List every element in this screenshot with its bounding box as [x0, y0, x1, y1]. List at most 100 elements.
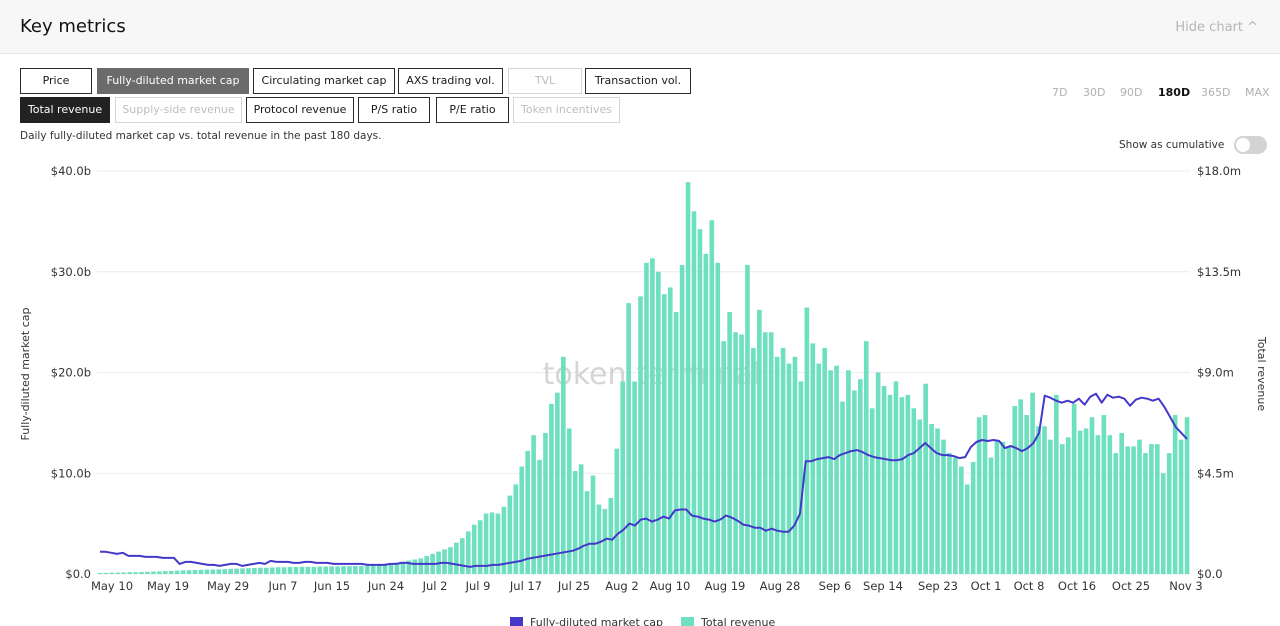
legend-label-market-cap: Fully-diluted market cap: [530, 616, 663, 626]
m1-fully-diluted-market-cap-button[interactable]: Fully-diluted market cap: [97, 68, 249, 94]
revenue-bar: [810, 343, 816, 574]
range-365d-button[interactable]: 365D: [1201, 86, 1231, 99]
m1-tvl-button[interactable]: TVL: [508, 68, 582, 94]
range-max-button[interactable]: MAX: [1245, 86, 1270, 99]
revenue-bar: [174, 570, 180, 574]
revenue-bar: [852, 390, 857, 574]
revenue-bar: [958, 466, 964, 574]
revenue-bar: [204, 569, 210, 574]
range-30d-button[interactable]: 30D: [1083, 86, 1106, 99]
revenue-bar: [673, 312, 679, 574]
revenue-bar: [650, 258, 655, 574]
revenue-bar: [275, 567, 281, 574]
revenue-bar: [412, 559, 418, 574]
chart-description: Daily fully-diluted market cap vs. total…: [20, 130, 382, 142]
revenue-bar: [644, 262, 649, 574]
cumulative-toggle[interactable]: [1234, 136, 1267, 154]
revenue-bar: [751, 347, 756, 574]
revenue-bar: [97, 572, 103, 574]
market-cap-line: [100, 392, 1188, 568]
revenue-bar: [168, 570, 174, 574]
legend-label-revenue: Total revenue: [700, 616, 775, 626]
revenue-bar: [543, 432, 548, 574]
revenue-bar: [757, 309, 762, 574]
m1-transaction-vol-button[interactable]: Transaction vol.: [585, 68, 691, 94]
right-tick-label: $13.5m: [1197, 265, 1241, 279]
revenue-bar: [1071, 403, 1077, 574]
revenue-bar: [602, 509, 608, 574]
revenue-bar: [691, 211, 697, 575]
revenue-bar: [549, 403, 554, 574]
x-tick-label: Nov 3: [1169, 579, 1202, 593]
chart-header: Key metrics Hide chart ^: [0, 0, 1280, 54]
revenue-bar: [513, 484, 519, 574]
revenue-bar: [804, 307, 810, 574]
range-7d-button[interactable]: 7D: [1052, 86, 1068, 99]
m1-price-button[interactable]: Price: [20, 68, 92, 94]
revenue-bar: [347, 566, 352, 574]
revenue-bar: [1083, 428, 1089, 574]
x-tick-label: Jun 24: [367, 579, 404, 593]
revenue-bar: [1006, 446, 1012, 574]
m2-p-s-ratio-button[interactable]: P/S ratio: [358, 97, 430, 123]
revenue-bar: [846, 370, 851, 574]
revenue-bar: [394, 562, 400, 574]
revenue-bar: [555, 392, 560, 574]
revenue-bar: [578, 464, 584, 574]
right-tick-label: $4.5m: [1197, 466, 1234, 480]
revenue-bar: [465, 531, 471, 574]
m2-token-incentives-button[interactable]: Token incentives: [513, 97, 620, 123]
revenue-bar: [252, 567, 257, 574]
x-tick-label: Sep 6: [819, 579, 852, 593]
revenue-bar: [911, 408, 917, 574]
revenue-bar: [1125, 446, 1130, 574]
revenue-bar: [828, 370, 833, 574]
revenue-bar: [216, 569, 222, 574]
revenue-bar: [893, 381, 899, 574]
revenue-bar: [317, 566, 323, 574]
revenue-bar: [258, 567, 263, 574]
revenue-bar: [923, 383, 928, 574]
x-tick-label: Aug 28: [760, 579, 801, 593]
revenue-bar: [733, 332, 738, 574]
revenue-bar: [1143, 453, 1148, 574]
m2-total-revenue-button[interactable]: Total revenue: [20, 97, 110, 123]
revenue-bar: [792, 356, 798, 574]
revenue-bar: [210, 569, 216, 574]
revenue-bar: [667, 287, 673, 574]
m2-protocol-revenue-button[interactable]: Protocol revenue: [246, 97, 354, 123]
revenue-bar: [1065, 437, 1071, 574]
legend: Fully-diluted market cap Total revenue: [510, 616, 775, 626]
revenue-bar: [964, 484, 970, 574]
revenue-bar: [1160, 473, 1166, 574]
m2-supply-side-revenue-button[interactable]: Supply-side revenue: [115, 97, 242, 123]
revenue-bar: [560, 356, 566, 574]
m2-p-e-ratio-button[interactable]: P/E ratio: [436, 97, 509, 123]
revenue-bar: [1172, 415, 1178, 574]
revenue-bar: [976, 417, 982, 574]
x-tick-label: Aug 10: [650, 579, 691, 593]
revenue-bar: [133, 572, 138, 574]
revenue-bar: [1131, 446, 1136, 574]
revenue-bar: [454, 542, 459, 574]
revenue-bar: [180, 570, 186, 574]
m1-circulating-market-cap-button[interactable]: Circulating market cap: [253, 68, 395, 94]
right-tick-label: $9.0m: [1197, 366, 1234, 380]
revenue-bar: [709, 220, 715, 574]
revenue-bar: [495, 513, 501, 574]
range-90d-button[interactable]: 90D: [1120, 86, 1143, 99]
revenue-bar: [786, 363, 792, 574]
x-tick-label: Oct 1: [971, 579, 1002, 593]
hide-chart-button[interactable]: Hide chart ^: [1175, 20, 1258, 35]
range-180d-button[interactable]: 180D: [1158, 86, 1191, 99]
revenue-bar: [103, 572, 109, 574]
revenue-bar: [139, 571, 144, 574]
revenue-bar: [863, 341, 869, 574]
left-tick-label: $0.0: [65, 567, 91, 581]
revenue-bar: [745, 265, 750, 574]
m1-axs-trading-vol-button[interactable]: AXS trading vol.: [398, 68, 503, 94]
revenue-bar: [768, 332, 774, 574]
revenue-bar: [638, 296, 643, 574]
revenue-bar: [537, 459, 542, 574]
revenue-bar: [246, 568, 251, 574]
